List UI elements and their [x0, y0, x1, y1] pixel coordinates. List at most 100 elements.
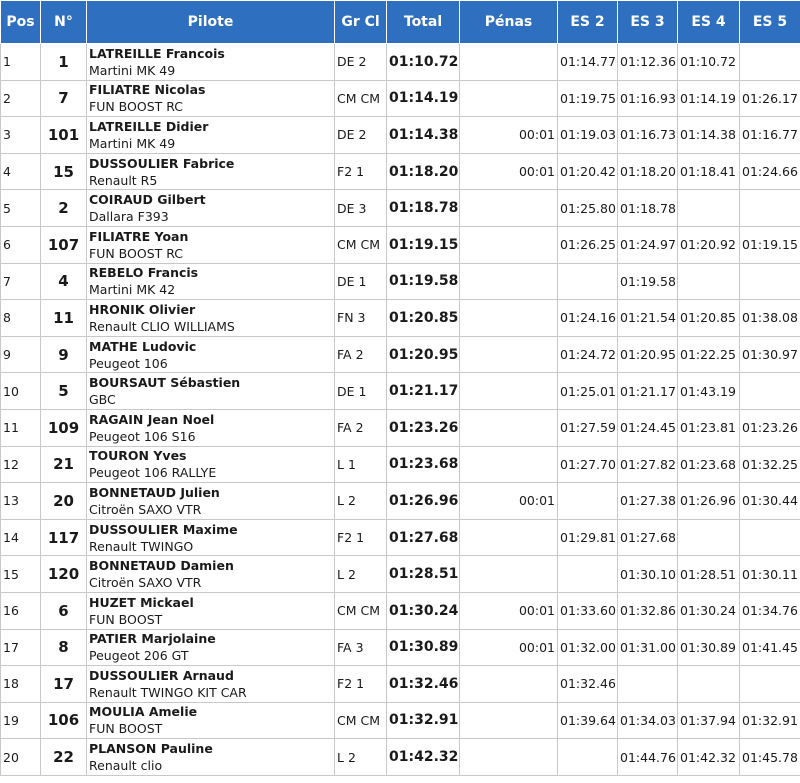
cell-total: 01:14.38: [386, 116, 460, 154]
cell-number: 5: [40, 372, 87, 410]
cell-es3: 01:24.45: [617, 408, 678, 447]
cell-es2: 01:33.60: [557, 591, 618, 630]
cell-group-class: CM CM: [334, 701, 387, 740]
table-row: 18 17 DUSSOULIER Arnaud Renault TWINGO KIT …: [0, 665, 800, 703]
cell-penalties: [459, 408, 558, 447]
cell-penalties: [459, 738, 558, 776]
col-header-es4[interactable]: ES 4: [677, 0, 740, 44]
cell-es3: 01:12.36: [617, 43, 678, 81]
table-row: 12 21 TOURON Yves Peugeot 106 RALLYE L 1 01:2…: [0, 445, 800, 484]
cell-es2: 01:14.77: [557, 43, 618, 81]
cell-es2: 01:25.01: [557, 372, 618, 410]
car-model: FUN BOOST: [89, 721, 163, 737]
driver-name: DUSSOULIER Arnaud: [89, 667, 234, 683]
car-model: Martini MK 49: [89, 135, 176, 151]
driver-name: RAGAIN Jean Noel: [89, 411, 215, 427]
table-row: 17 8 PATIER Marjolaine Peugeot 206 GT FA 3 01…: [0, 628, 800, 667]
cell-es3: 01:18.20: [617, 152, 678, 191]
cell-pos: 8: [0, 299, 41, 337]
cell-total: 01:30.89: [386, 628, 460, 667]
cell-pilote: FILIATRE Yoan FUN BOOST RC: [86, 225, 335, 264]
cell-es2: [557, 555, 618, 593]
cell-number: 1: [40, 43, 87, 81]
cell-group-class: CM CM: [334, 591, 387, 630]
cell-es3: 01:44.76: [617, 738, 678, 776]
cell-group-class: DE 2: [334, 116, 387, 154]
cell-es5: 01:24.66: [739, 152, 800, 191]
cell-pilote: PATIER Marjolaine Peugeot 206 GT: [86, 628, 335, 667]
cell-es2: 01:32.46: [557, 665, 618, 703]
table-row: 11 109 RAGAIN Jean Noel Peugeot 106 S16 FA 2…: [0, 408, 800, 447]
car-model: Peugeot 206 GT: [89, 648, 189, 664]
cell-es5: 01:26.17: [739, 79, 800, 118]
results-body: 1 1 LATREILLE Francois Martini MK 49 DE 2 01:…: [0, 43, 800, 776]
cell-pilote: REBELO Francis Martini MK 42: [86, 262, 335, 301]
cell-penalties: [459, 43, 558, 81]
cell-es5: [739, 518, 800, 557]
cell-pilote: MOULIA Amelie FUN BOOST: [86, 701, 335, 740]
cell-es2: 01:39.64: [557, 701, 618, 740]
cell-penalties: 00:01: [459, 591, 558, 630]
cell-penalties: [459, 445, 558, 484]
cell-es4: [677, 262, 740, 301]
cell-number: 4: [40, 262, 87, 301]
cell-es3: 01:16.73: [617, 116, 678, 154]
cell-pilote: TOURON Yves Peugeot 106 RALLYE: [86, 445, 335, 484]
table-row: 10 5 BOURSAUT Sébastien GBC DE 1 01:21.17 01:2…: [0, 372, 800, 410]
cell-group-class: DE 2: [334, 43, 387, 81]
col-header-es2[interactable]: ES 2: [557, 0, 618, 44]
cell-es2: 01:27.59: [557, 408, 618, 447]
driver-name: TOURON Yves: [89, 448, 187, 464]
cell-total: 01:14.19: [386, 79, 460, 118]
cell-penalties: [459, 518, 558, 557]
cell-number: 22: [40, 738, 87, 776]
cell-es5: [739, 665, 800, 703]
cell-group-class: DE 3: [334, 189, 387, 227]
table-row: 7 4 REBELO Francis Martini MK 42 DE 1 01:19.5…: [0, 262, 800, 301]
car-model: GBC: [89, 392, 116, 408]
cell-es2: 01:32.00: [557, 628, 618, 667]
cell-es2: 01:24.72: [557, 335, 618, 374]
cell-penalties: [459, 555, 558, 593]
driver-name: LATREILLE Francois: [89, 45, 225, 61]
cell-pilote: MATHE Ludovic Peugeot 106: [86, 335, 335, 374]
cell-group-class: F2 1: [334, 518, 387, 557]
col-header-total[interactable]: Total: [386, 0, 460, 44]
cell-pos: 14: [0, 518, 41, 557]
cell-total: 01:26.96: [386, 482, 460, 520]
cell-es2: [557, 738, 618, 776]
cell-es4: 01:37.94: [677, 701, 740, 740]
cell-es5: [739, 43, 800, 81]
col-header-pilote[interactable]: Pilote: [86, 0, 335, 44]
driver-name: BONNETAUD Damien: [89, 558, 234, 574]
table-row: 5 2 COIRAUD Gilbert Dallara F393 DE 3 01:18.7…: [0, 189, 800, 227]
driver-name: FILIATRE Nicolas: [89, 82, 206, 98]
col-header-num[interactable]: N°: [40, 0, 87, 44]
cell-group-class: L 2: [334, 482, 387, 520]
table-row: 19 106 MOULIA Amelie FUN BOOST CM CM 01:32.91…: [0, 701, 800, 740]
cell-pos: 4: [0, 152, 41, 191]
cell-es3: 01:31.00: [617, 628, 678, 667]
col-header-pos[interactable]: Pos: [0, 0, 41, 44]
table-row: 6 107 FILIATRE Yoan FUN BOOST RC CM CM 01:19.…: [0, 225, 800, 264]
cell-es4: 01:43.19: [677, 372, 740, 410]
cell-es3: 01:18.78: [617, 189, 678, 227]
cell-total: 01:21.17: [386, 372, 460, 410]
col-header-es3[interactable]: ES 3: [617, 0, 678, 44]
cell-number: 120: [40, 555, 87, 593]
car-model: Renault TWINGO: [89, 538, 194, 554]
col-header-es5[interactable]: ES 5: [739, 0, 800, 44]
cell-group-class: DE 1: [334, 262, 387, 301]
cell-total: 01:19.15: [386, 225, 460, 264]
cell-pos: 3: [0, 116, 41, 154]
col-header-grcl[interactable]: Gr Cl: [334, 0, 387, 44]
cell-es2: 01:25.80: [557, 189, 618, 227]
cell-total: 01:20.95: [386, 335, 460, 374]
cell-es5: 01:34.76: [739, 591, 800, 630]
cell-pilote: DUSSOULIER Fabrice Renault R5: [86, 152, 335, 191]
col-header-penas[interactable]: Pénas: [459, 0, 558, 44]
cell-group-class: F2 1: [334, 665, 387, 703]
car-model: Citroën SAXO VTR: [89, 575, 202, 591]
cell-es2: 01:19.75: [557, 79, 618, 118]
